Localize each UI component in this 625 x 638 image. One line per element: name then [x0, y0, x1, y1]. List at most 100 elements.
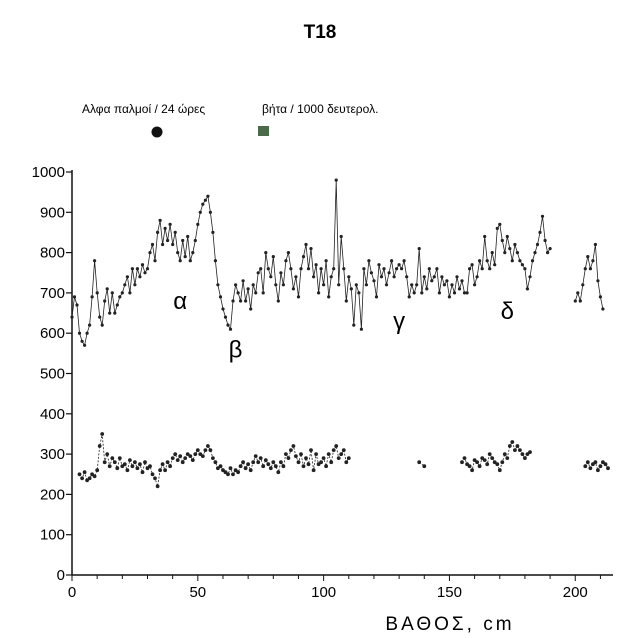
series-beta — [70, 178, 605, 347]
y-tick-label: 900 — [40, 204, 65, 221]
data-point — [540, 214, 545, 218]
data-point — [321, 456, 326, 460]
data-point — [206, 194, 210, 198]
data-point — [502, 452, 507, 456]
data-point — [185, 452, 190, 456]
data-point — [467, 464, 472, 469]
data-point — [150, 242, 155, 247]
data-point — [422, 275, 426, 279]
data-point — [236, 291, 240, 295]
data-point — [379, 275, 384, 279]
data-point — [475, 460, 479, 465]
data-point — [156, 230, 160, 234]
data-point — [281, 464, 286, 469]
x-tick-label: 100 — [311, 584, 336, 601]
data-point — [487, 452, 492, 456]
data-point — [286, 456, 291, 460]
data-point — [153, 476, 157, 481]
x-tick-label: 150 — [437, 584, 462, 601]
data-point — [362, 267, 366, 271]
series-line — [79, 433, 350, 487]
data-point — [465, 291, 469, 295]
data-point — [155, 484, 160, 489]
x-axis-label: ΒΑΘΟΣ, cm — [385, 614, 514, 635]
data-point — [593, 460, 598, 465]
y-tick-label: 700 — [40, 285, 65, 302]
data-point — [198, 210, 202, 214]
data-point — [168, 464, 173, 469]
data-point — [601, 460, 605, 465]
data-point — [239, 299, 243, 303]
data-point — [261, 464, 266, 469]
data-point — [291, 287, 295, 291]
data-point — [317, 291, 321, 295]
data-point — [261, 291, 265, 295]
data-point — [334, 444, 339, 448]
data-point — [161, 242, 165, 247]
data-point — [218, 295, 223, 299]
data-point — [97, 444, 102, 448]
data-point — [591, 259, 595, 263]
data-point — [341, 448, 346, 452]
data-point — [507, 444, 512, 448]
data-point — [211, 230, 215, 234]
data-point — [145, 267, 150, 271]
data-point — [384, 283, 389, 287]
data-point — [470, 468, 474, 473]
data-point — [188, 454, 193, 458]
data-point — [311, 468, 316, 473]
data-point — [445, 279, 449, 283]
data-point — [193, 452, 198, 456]
data-point — [171, 242, 175, 247]
data-point — [490, 456, 495, 460]
data-point — [135, 466, 140, 471]
data-point — [178, 454, 183, 458]
data-point — [203, 198, 207, 202]
data-point — [483, 234, 487, 239]
data-point — [249, 307, 253, 311]
data-point — [299, 452, 303, 456]
data-point — [77, 472, 82, 477]
data-point — [138, 462, 142, 467]
data-point — [468, 267, 472, 271]
data-point — [100, 432, 105, 436]
data-point — [462, 291, 467, 295]
data-point — [125, 275, 129, 279]
data-point — [347, 275, 351, 279]
data-point — [397, 263, 401, 267]
data-point — [367, 259, 371, 263]
data-point — [105, 452, 110, 456]
data-point — [473, 283, 477, 287]
series-line — [574, 244, 604, 310]
data-point — [493, 263, 497, 267]
series-line — [461, 441, 531, 472]
data-point — [326, 452, 331, 456]
data-point — [188, 259, 192, 263]
data-point — [296, 460, 301, 465]
data-point — [523, 267, 527, 271]
data-point — [213, 259, 217, 263]
data-point — [143, 460, 147, 465]
data-point — [520, 452, 525, 456]
data-point — [337, 283, 341, 287]
data-point — [596, 279, 600, 283]
data-point — [253, 454, 258, 458]
data-point — [213, 460, 218, 465]
data-point — [271, 255, 275, 259]
data-point — [513, 448, 517, 452]
data-point — [148, 251, 152, 255]
data-point — [236, 470, 241, 475]
data-point — [329, 460, 334, 465]
data-point — [425, 287, 429, 291]
data-point — [125, 468, 130, 473]
y-tick-label: 500 — [40, 366, 65, 383]
data-point — [191, 251, 195, 255]
y-tick-label: 400 — [40, 406, 65, 423]
data-point — [304, 456, 308, 460]
data-point — [266, 462, 271, 467]
data-point — [108, 311, 112, 315]
data-point — [87, 476, 92, 481]
data-point — [178, 259, 182, 263]
data-point — [276, 299, 280, 303]
data-point — [248, 468, 253, 473]
